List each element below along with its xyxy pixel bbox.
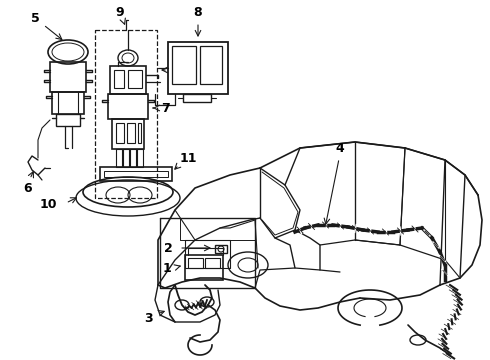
Bar	[215, 245, 227, 253]
Bar	[130, 149, 136, 167]
Text: 4: 4	[336, 141, 344, 154]
Text: 3: 3	[144, 311, 152, 324]
Bar	[183, 94, 211, 102]
Text: 8: 8	[194, 5, 202, 18]
Bar	[128, 70, 142, 88]
Bar	[137, 149, 143, 167]
Bar	[127, 123, 135, 143]
Bar	[200, 46, 222, 84]
Bar	[116, 123, 124, 143]
Bar	[172, 46, 196, 84]
Bar	[116, 149, 122, 167]
Text: 7: 7	[161, 102, 170, 114]
Bar	[114, 70, 124, 88]
Bar	[110, 66, 146, 94]
Bar	[100, 167, 172, 181]
Bar	[95, 30, 157, 198]
Bar	[185, 255, 223, 280]
Bar	[205, 258, 220, 268]
Text: 1: 1	[163, 261, 172, 274]
Bar	[123, 149, 129, 167]
Bar	[108, 94, 148, 119]
Bar	[168, 42, 228, 94]
Bar	[56, 114, 80, 126]
Bar	[104, 171, 168, 177]
Text: 10: 10	[39, 198, 57, 211]
Bar	[50, 62, 86, 92]
Bar	[138, 123, 141, 143]
Text: 5: 5	[30, 12, 39, 24]
Bar	[52, 92, 84, 114]
Text: 6: 6	[24, 181, 32, 194]
Bar	[188, 258, 203, 268]
Text: 11: 11	[179, 152, 197, 165]
Text: 2: 2	[164, 242, 172, 255]
Bar	[112, 119, 144, 149]
Text: 9: 9	[116, 5, 124, 18]
